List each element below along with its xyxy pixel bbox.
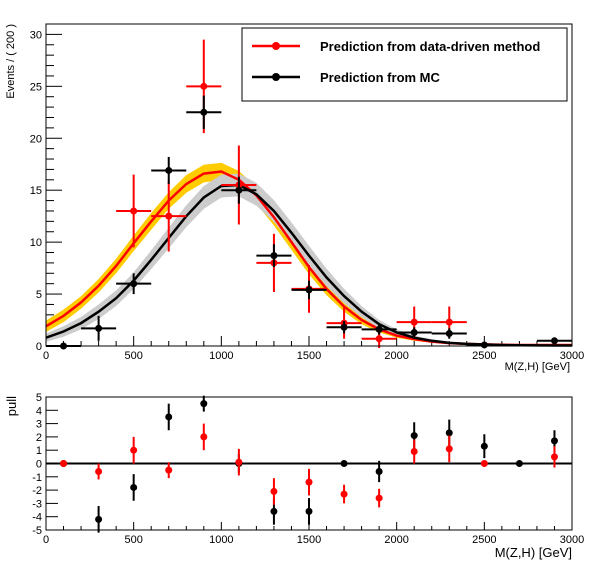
data-point <box>340 323 348 331</box>
data-point <box>95 324 103 332</box>
y-tick-label: 2 <box>36 432 42 444</box>
data-point <box>165 413 173 421</box>
x-axis-title: M(Z,H) [GeV] <box>505 361 570 373</box>
data-point <box>340 490 348 498</box>
data-point <box>410 448 418 456</box>
data-point <box>480 341 488 349</box>
y-axis-title: pull <box>4 396 19 416</box>
y-axis-title: Events / ( 200 ) <box>5 24 17 99</box>
data-point <box>340 460 348 467</box>
data-point <box>200 400 208 408</box>
data-point <box>305 507 313 515</box>
data-point <box>445 318 453 326</box>
y-tick-label: 3 <box>36 419 42 431</box>
data-point <box>375 467 383 475</box>
legend: Prediction from data-driven method Predic… <box>241 27 568 102</box>
data-point <box>550 453 558 461</box>
data-point <box>305 286 313 294</box>
data-point <box>200 433 208 441</box>
data-point <box>270 507 278 515</box>
x-tick-label: 500 <box>124 350 142 362</box>
data-point <box>445 429 453 437</box>
data-point <box>235 186 243 194</box>
data-point <box>410 432 418 440</box>
y-tick-label: 30 <box>30 29 42 41</box>
data-point <box>165 212 173 220</box>
data-point <box>515 460 523 467</box>
data-point <box>480 442 488 450</box>
data-point <box>480 460 488 467</box>
data-point <box>130 280 138 288</box>
data-point <box>200 82 208 90</box>
data-point <box>60 460 68 467</box>
data-point <box>130 207 138 215</box>
bottom-panel: 0 500 1000 1500 2000 2500 3000-5-4-3-2-1012345… <box>4 392 584 560</box>
x-tick-label: 1000 <box>209 350 233 362</box>
data-point <box>165 466 173 474</box>
data-point <box>305 478 313 486</box>
y-tick-label: 1 <box>36 445 42 457</box>
legend-marker <box>272 73 280 81</box>
y-tick-label: 10 <box>30 237 42 249</box>
data-point <box>375 325 383 333</box>
data-point <box>270 487 278 495</box>
y-tick-label: -1 <box>32 472 42 484</box>
legend-box <box>241 27 568 102</box>
x-tick-label: 2500 <box>472 534 496 546</box>
plot-frame-overlay <box>45 23 573 347</box>
x-tick-label: 0 <box>43 534 49 546</box>
y-tick-label: -3 <box>32 498 42 510</box>
data-point <box>270 252 278 260</box>
legend-label: Prediction from MC <box>320 70 441 85</box>
data-point <box>95 467 103 475</box>
y-tick-label: -5 <box>32 525 42 537</box>
x-axis-title: M(Z,H) [GeV] <box>495 545 572 560</box>
x-tick-label: 3000 <box>560 534 584 546</box>
y-tick-label: -2 <box>32 485 42 497</box>
x-tick-label: 1500 <box>297 350 321 362</box>
x-tick-label: 2000 <box>384 350 408 362</box>
y-tick-label: 25 <box>30 81 42 93</box>
data-point <box>410 328 418 336</box>
data-point <box>375 335 383 343</box>
data-point <box>95 515 103 523</box>
legend-label: Prediction from data-driven method <box>320 39 540 54</box>
y-tick-label: 0 <box>36 341 42 353</box>
data-point <box>375 494 383 502</box>
y-tick-label: 5 <box>36 289 42 301</box>
data-point <box>165 166 173 174</box>
data-point <box>130 446 138 454</box>
data-point <box>550 337 558 345</box>
y-tick-label: 0 <box>36 459 42 471</box>
y-tick-label: 4 <box>36 405 42 417</box>
x-tick-label: 1000 <box>209 534 233 546</box>
data-point <box>200 108 208 116</box>
x-tick-label: 3000 <box>560 350 584 362</box>
x-tick-label: 500 <box>124 534 142 546</box>
data-point <box>550 437 558 445</box>
legend-marker <box>272 42 280 50</box>
top-panel: 0 500 1000 1500 2000 2500 3000 0 5 10 15 20 25 30 M(Z,… <box>5 23 584 373</box>
data-point <box>445 330 453 338</box>
data-point <box>130 483 138 491</box>
x-tick-label: 0 <box>43 350 49 362</box>
data-point <box>410 318 418 326</box>
data-point <box>235 458 243 466</box>
x-tick-label: 2000 <box>384 534 408 546</box>
y-tick-label: 15 <box>30 185 42 197</box>
x-tick-label: 2500 <box>472 350 496 362</box>
x-tick-label: 1500 <box>297 534 321 546</box>
data-point <box>445 445 453 453</box>
y-tick-label: 5 <box>36 392 42 404</box>
y-tick-label: 20 <box>30 133 42 145</box>
y-tick-label: -4 <box>32 512 42 524</box>
